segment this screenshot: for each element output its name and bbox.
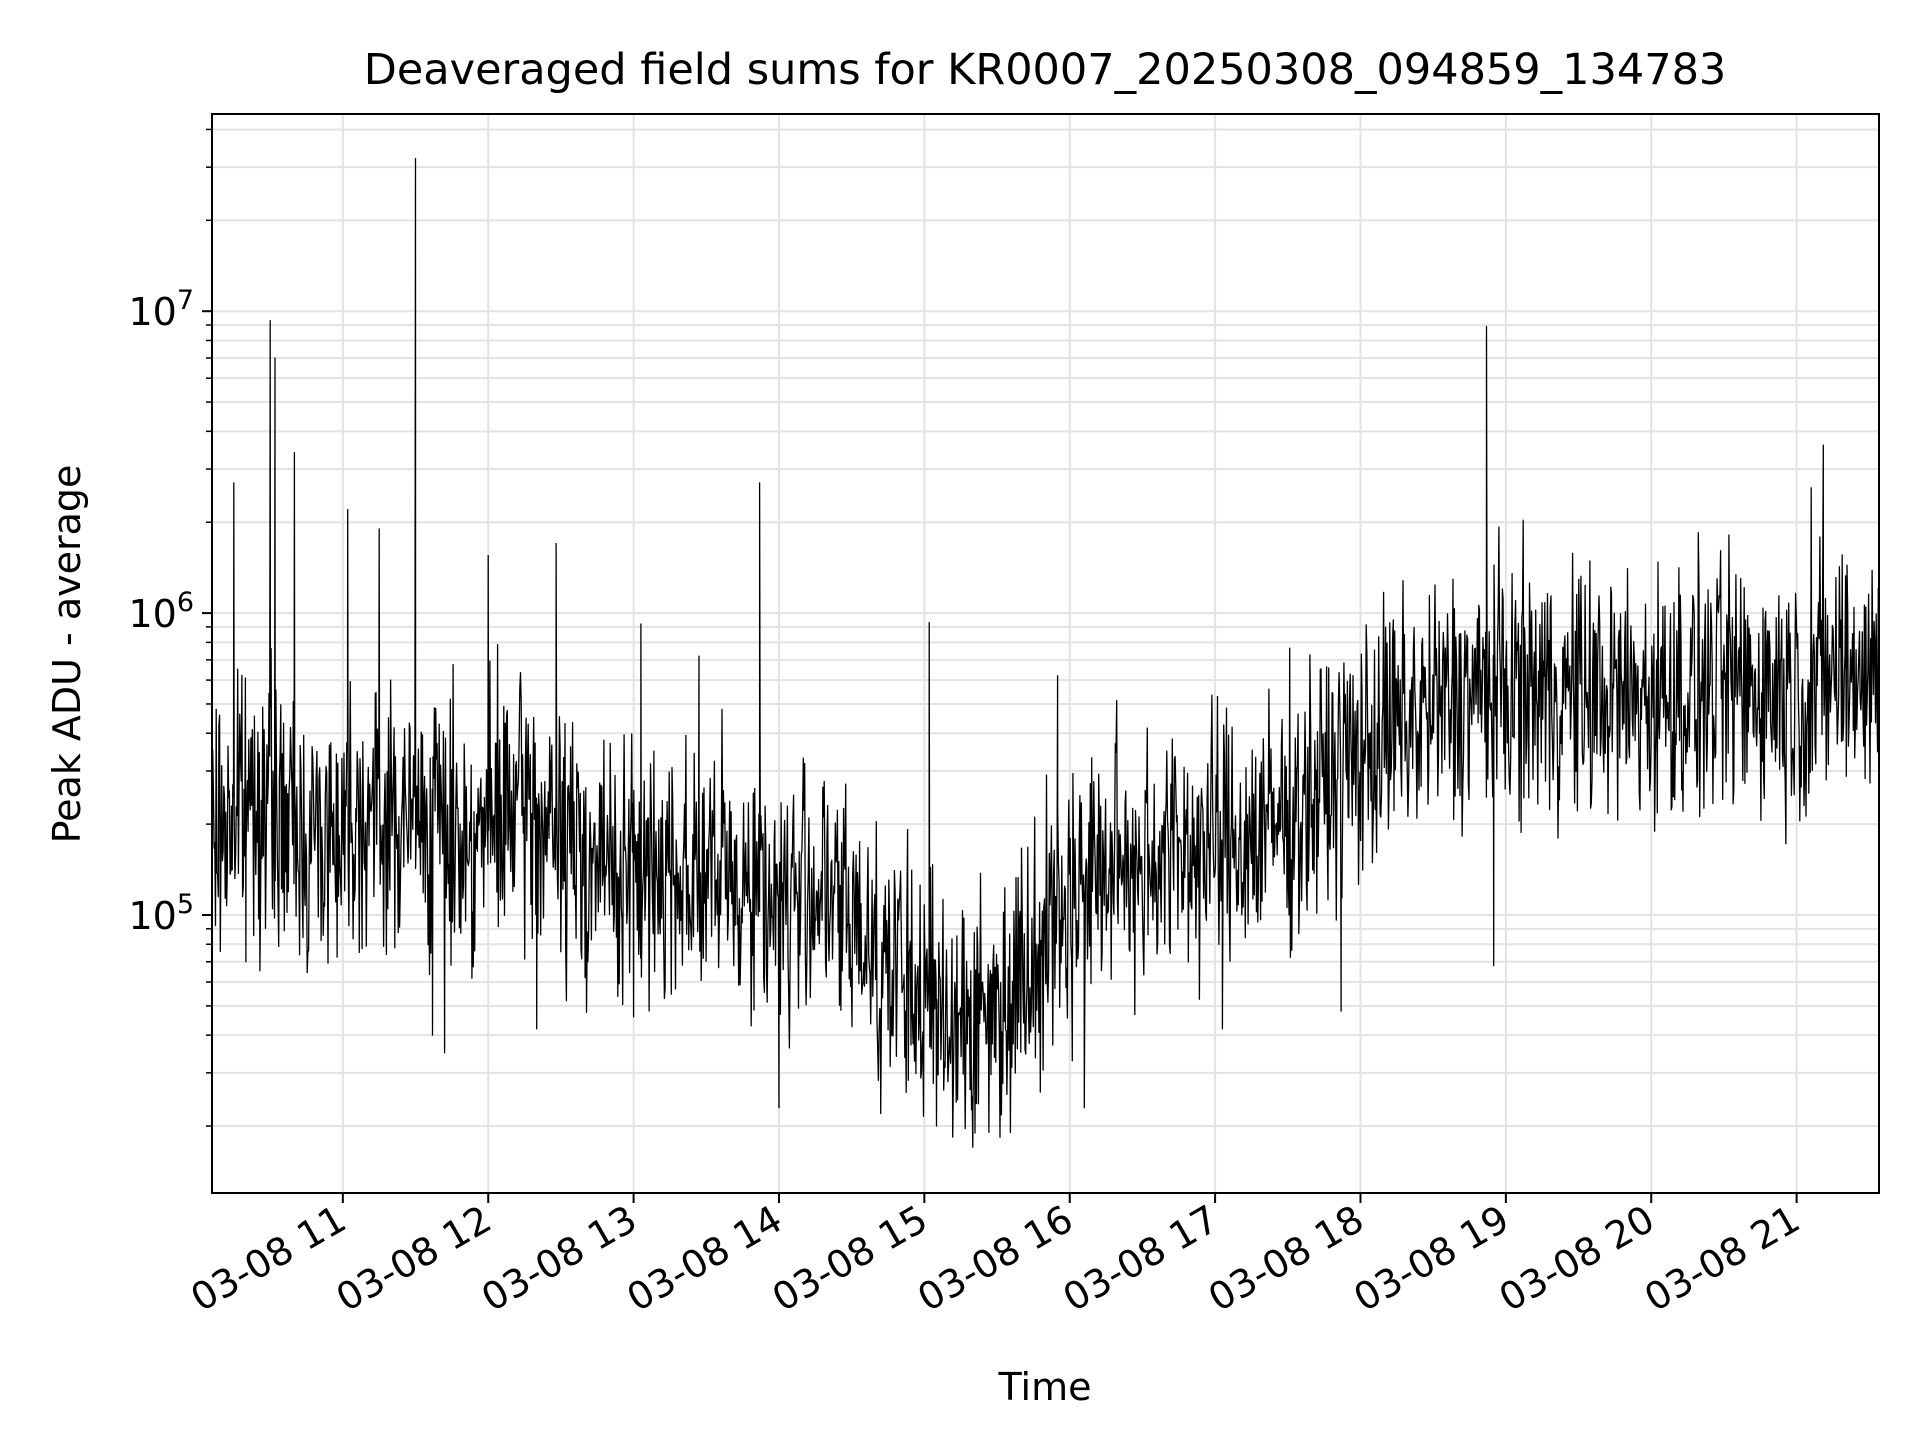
y-axis-ticks: 105 106 107 xyxy=(128,128,212,1127)
x-axis-label: Time xyxy=(998,1365,1092,1409)
chart-title: Deaveraged field sums for KR0007_2025030… xyxy=(364,45,1727,95)
y-tick-label: 105 xyxy=(128,889,194,938)
plot-frame xyxy=(211,113,1880,1194)
series-layer xyxy=(211,158,1880,1148)
series-line xyxy=(211,158,1880,1148)
y-axis-label: Peak ADU - average xyxy=(45,465,89,844)
y-tick-label: 106 xyxy=(128,587,194,636)
y-tick-label: 107 xyxy=(128,285,194,334)
